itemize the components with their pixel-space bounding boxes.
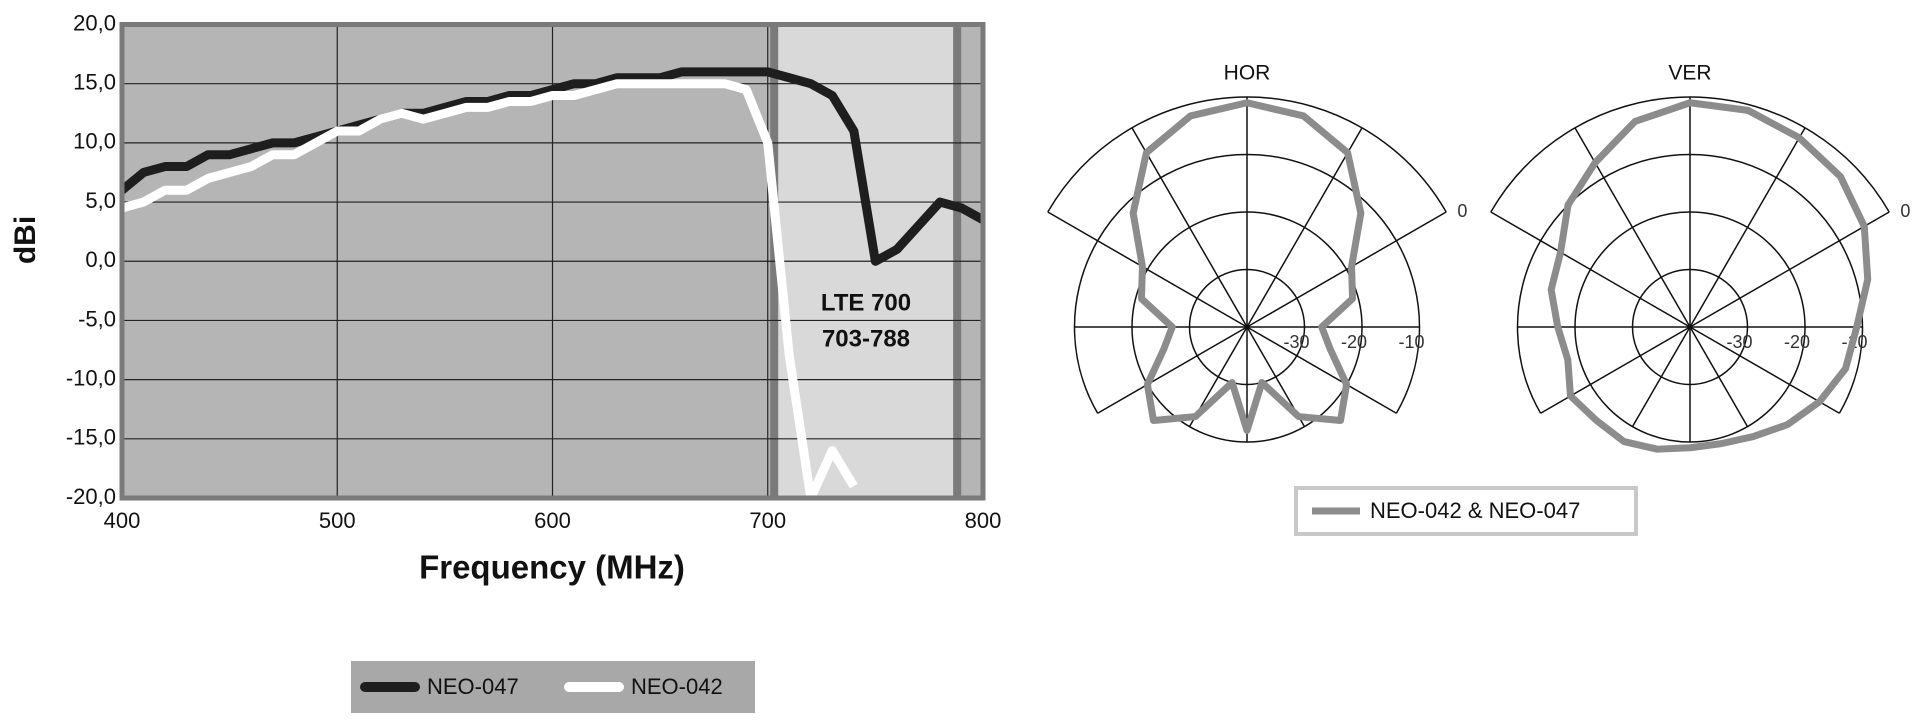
legend-label: NEO-042 bbox=[631, 674, 723, 699]
y-tick-label: 0,0 bbox=[85, 247, 116, 272]
spoke bbox=[1689, 127, 1806, 328]
polar-title: VER bbox=[1668, 62, 1711, 85]
series-area bbox=[122, 67, 983, 498]
spoke bbox=[1574, 127, 1691, 328]
spoke bbox=[1631, 326, 1691, 427]
spoke bbox=[1246, 211, 1447, 328]
r-tick-label: 0 bbox=[1457, 201, 1467, 221]
x-tick-label: 400 bbox=[104, 508, 141, 533]
frequency-chart: -20,0 -15,0 -10,0 -5,0 0,0 5,0 10,0 15,0 20,0 400… bbox=[9, 10, 1001, 713]
spoke bbox=[1689, 326, 1749, 427]
spoke bbox=[1131, 127, 1248, 328]
x-tick-label: 500 bbox=[319, 508, 356, 533]
annotation: LTE 700 bbox=[821, 289, 911, 316]
legend-label: NEO-047 bbox=[427, 674, 519, 699]
r-tick-label: -20 bbox=[1784, 332, 1810, 352]
spoke bbox=[1490, 211, 1691, 328]
y-axis-title: dBi bbox=[9, 216, 42, 264]
spoke bbox=[1246, 127, 1363, 328]
y-tick-label: -5,0 bbox=[78, 306, 116, 331]
legend-box bbox=[1294, 486, 1638, 536]
x-axis-title: Frequency (MHz) bbox=[419, 549, 685, 586]
x-tick-label: 600 bbox=[534, 508, 571, 533]
annotation: 703-788 bbox=[822, 325, 910, 352]
r-tick-label: -10 bbox=[1398, 332, 1424, 352]
r-tick-label: -30 bbox=[1283, 332, 1309, 352]
r-tick-label: -20 bbox=[1341, 332, 1367, 352]
spoke bbox=[1246, 326, 1397, 414]
plot-border bbox=[119, 22, 986, 501]
spoke bbox=[1097, 326, 1248, 414]
series-line bbox=[122, 79, 858, 498]
y-tick-label: -20,0 bbox=[66, 484, 116, 509]
pattern-line bbox=[1129, 99, 1365, 434]
polar-title: HOR bbox=[1224, 62, 1271, 85]
y-tick-label: 5,0 bbox=[85, 188, 116, 213]
spoke bbox=[1540, 326, 1691, 414]
spoke bbox=[1047, 211, 1248, 328]
r-tick-label: 0 bbox=[1900, 201, 1910, 221]
y-tick-label: 10,0 bbox=[73, 129, 116, 154]
series-line bbox=[122, 67, 983, 266]
y-tick-label: 15,0 bbox=[73, 70, 116, 95]
polar-hor: -30 -20 -10 0 HOR NEO-042 & NEO-047 bbox=[1047, 62, 1638, 536]
pattern-line bbox=[1547, 99, 1872, 453]
spoke bbox=[1689, 326, 1840, 414]
r-tick-label: -30 bbox=[1726, 332, 1752, 352]
spoke bbox=[1689, 211, 1890, 328]
y-tick-label: 20,0 bbox=[73, 10, 116, 35]
x-tick-label: 800 bbox=[965, 508, 1002, 533]
legend-label: NEO-042 & NEO-047 bbox=[1370, 498, 1580, 523]
x-tick-label: 700 bbox=[749, 508, 786, 533]
y-tick-label: -15,0 bbox=[66, 425, 116, 450]
y-tick-label: -10,0 bbox=[66, 365, 116, 390]
